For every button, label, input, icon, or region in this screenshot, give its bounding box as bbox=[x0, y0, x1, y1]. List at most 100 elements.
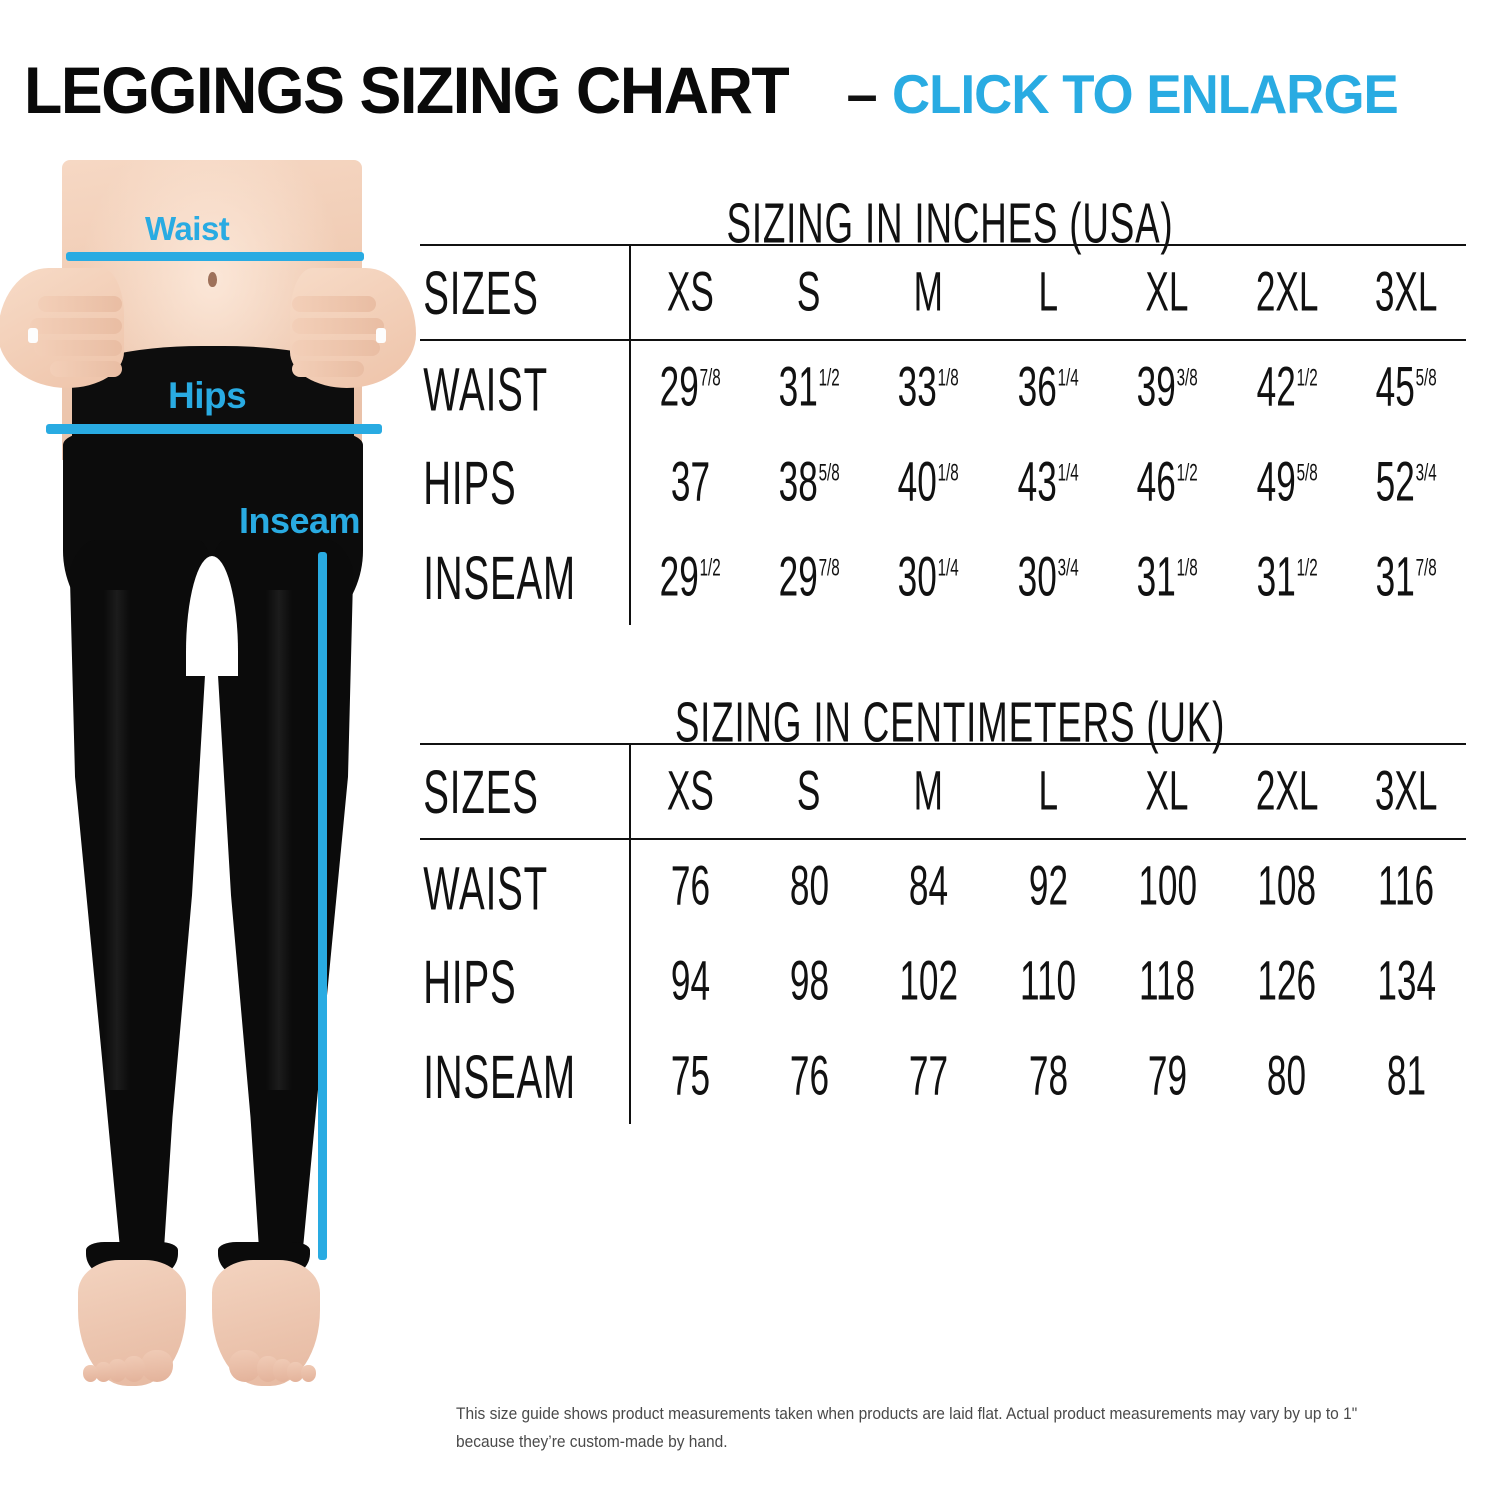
size-column-header-label: L bbox=[1038, 261, 1058, 323]
measurement-whole: 37 bbox=[670, 451, 710, 513]
measurement-whole: 102 bbox=[899, 950, 958, 1012]
measurement-value: 100 bbox=[1138, 856, 1197, 919]
finger bbox=[292, 318, 384, 334]
measurement-cell: 108 bbox=[1227, 839, 1346, 934]
measurement-fraction: 3/4 bbox=[1415, 460, 1437, 487]
measurement-value: 92 bbox=[1028, 856, 1067, 919]
size-column-header-label: XS bbox=[666, 760, 714, 822]
finger bbox=[292, 361, 364, 377]
click-to-enlarge-label[interactable]: CLICK TO ENLARGE bbox=[891, 63, 1399, 125]
measurement-cell: 455/8 bbox=[1347, 340, 1466, 435]
measurement-whole: 81 bbox=[1386, 1045, 1426, 1107]
measurement-value: 301/4 bbox=[898, 546, 959, 609]
measurement-fraction: 5/8 bbox=[818, 460, 840, 487]
measurement-cell: 134 bbox=[1347, 934, 1466, 1029]
measurement-fraction: 5/8 bbox=[1415, 365, 1437, 393]
model-right-hand bbox=[290, 268, 416, 388]
measurement-value: 76 bbox=[671, 856, 710, 919]
model-navel bbox=[208, 272, 217, 287]
measurement-cell: 118 bbox=[1108, 934, 1227, 1029]
measurement-whole: 77 bbox=[908, 1045, 949, 1107]
measurement-whole: 30 bbox=[1017, 546, 1057, 608]
page-title-main: LEGGINGS SIZING CHART bbox=[24, 53, 790, 127]
size-column-header-m: M bbox=[868, 244, 989, 341]
measurement-whole: 92 bbox=[1028, 855, 1068, 918]
measurement-whole: 36 bbox=[1017, 356, 1057, 419]
measurement-cell: 385/8 bbox=[749, 435, 868, 530]
measurement-value: 37 bbox=[671, 451, 710, 514]
measurement-value: 401/8 bbox=[898, 451, 959, 514]
hips-measure-label: Hips bbox=[168, 375, 247, 416]
measurement-whole: 80 bbox=[1267, 1045, 1307, 1107]
measurement-cell: 76 bbox=[630, 839, 749, 934]
measurement-value: 110 bbox=[1020, 950, 1076, 1013]
measurement-cell: 311/2 bbox=[1227, 530, 1346, 625]
measurement-cell: 331/8 bbox=[869, 340, 988, 435]
measurement-cell: 94 bbox=[630, 934, 749, 1029]
size-column-header-s: S bbox=[749, 743, 869, 840]
measurement-value: 77 bbox=[909, 1045, 948, 1108]
measurement-cell: 100 bbox=[1108, 839, 1227, 934]
size-column-header-label: 3XL bbox=[1374, 261, 1438, 323]
measurement-whole: 94 bbox=[670, 950, 710, 1012]
measurement-cell: 75 bbox=[630, 1029, 749, 1124]
ring-highlight bbox=[28, 328, 38, 343]
measurement-value: 79 bbox=[1148, 1045, 1187, 1108]
measurement-value: 297/8 bbox=[779, 546, 840, 609]
measurement-cell: 116 bbox=[1347, 839, 1466, 934]
measurement-value: 76 bbox=[790, 1045, 829, 1108]
toe bbox=[83, 1365, 98, 1382]
leggings-model-illustration[interactable]: Waist Hips Inseam bbox=[0, 160, 420, 1500]
measurement-cell: 80 bbox=[749, 839, 868, 934]
measurement-fraction: 1/2 bbox=[1296, 555, 1318, 582]
measurement-whole: 108 bbox=[1257, 855, 1317, 918]
finger bbox=[50, 361, 122, 377]
size-column-header-m: M bbox=[868, 743, 989, 840]
size-guide-disclaimer: This size guide shows product measuremen… bbox=[456, 1400, 1405, 1457]
measurement-whole: 84 bbox=[908, 855, 949, 918]
measurement-fraction: 1/8 bbox=[937, 365, 960, 393]
sizing-table-in: SIZES XS S M L XL 2XL 3XL WAIST 297/8 311/2 331/8 36… bbox=[420, 229, 1466, 640]
measurement-fraction: 1/4 bbox=[937, 555, 960, 582]
size-column-header-label: M bbox=[913, 261, 944, 323]
table-header-row: SIZES XS S M L XL 2XL 3XL bbox=[420, 229, 1466, 356]
measurement-value: 421/2 bbox=[1256, 357, 1317, 420]
measurement-whole: 98 bbox=[789, 950, 829, 1012]
finger bbox=[38, 296, 122, 312]
measurement-value: 297/8 bbox=[660, 357, 721, 420]
finger bbox=[292, 296, 376, 312]
measurement-cell: 297/8 bbox=[749, 530, 868, 625]
measurement-value: 134 bbox=[1377, 950, 1436, 1013]
measurement-whole: 39 bbox=[1136, 356, 1177, 419]
model-left-foot bbox=[78, 1260, 186, 1386]
size-column-header-label: L bbox=[1038, 760, 1058, 822]
model-left-hand bbox=[0, 268, 124, 388]
table-row: INSEAM 291/2 297/8 301/4 303/4 311/8 311/2 317/… bbox=[420, 515, 1466, 640]
measurement-cell: 393/8 bbox=[1108, 340, 1227, 435]
measurement-whole: 40 bbox=[897, 451, 938, 513]
finger bbox=[30, 318, 122, 334]
ring-highlight bbox=[376, 328, 386, 343]
leggings-left-leg-sheen bbox=[104, 590, 130, 1090]
toe bbox=[123, 1356, 145, 1382]
size-column-header-label: XS bbox=[666, 261, 714, 323]
measurement-value: 98 bbox=[790, 950, 829, 1013]
hips-measure-line bbox=[46, 424, 382, 434]
table-title-in: SIZING IN INCHES (USA) bbox=[726, 191, 1174, 255]
measurement-whole: 43 bbox=[1017, 451, 1057, 513]
measurement-whole: 75 bbox=[670, 1045, 710, 1107]
toe bbox=[108, 1359, 127, 1382]
measurement-value: 78 bbox=[1028, 1045, 1067, 1108]
sizing-tables-container: SIZING IN INCHES (USA) SIZES XS S M L XL 2XL 3XL… bbox=[420, 190, 1480, 1139]
measurement-cell: 84 bbox=[869, 839, 988, 934]
size-column-header-xl: XL bbox=[1107, 244, 1228, 341]
measurement-whole: 76 bbox=[789, 1045, 829, 1107]
size-column-header-xs: XS bbox=[630, 743, 750, 840]
measurement-fraction: 1/2 bbox=[1296, 365, 1318, 393]
measurement-cell: 110 bbox=[988, 934, 1107, 1029]
model-right-foot bbox=[212, 1260, 320, 1386]
waist-measure-line bbox=[66, 252, 364, 261]
measurement-fraction: 1/4 bbox=[1057, 460, 1079, 487]
measurement-whole: 80 bbox=[789, 855, 829, 918]
measurement-whole: 46 bbox=[1136, 451, 1177, 513]
